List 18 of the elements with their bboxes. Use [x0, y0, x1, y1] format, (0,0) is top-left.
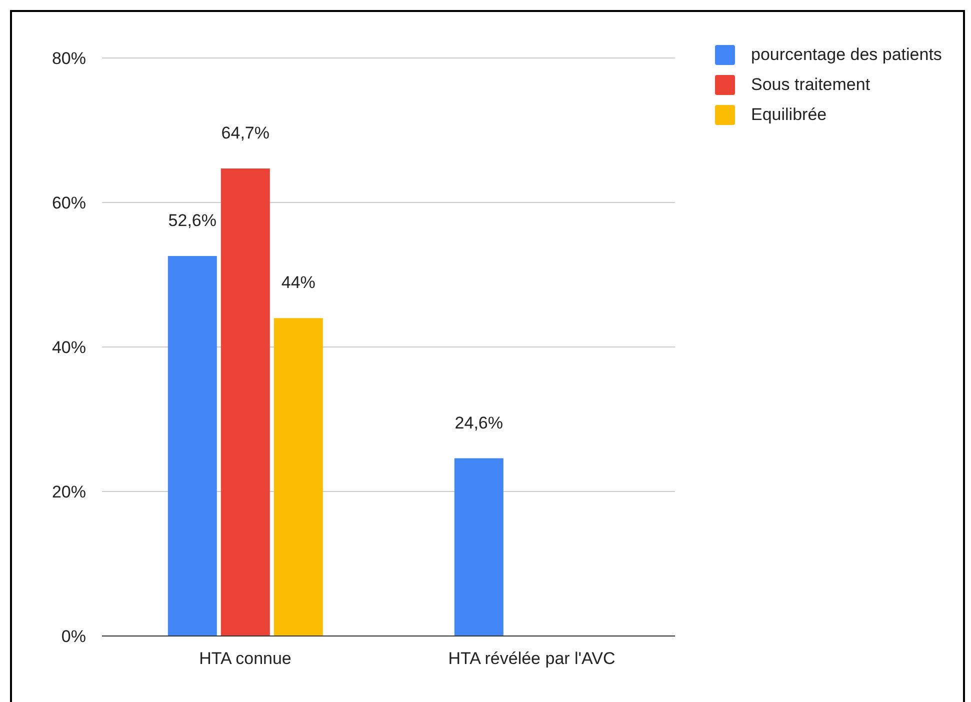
legend-label: pourcentage des patients	[751, 45, 942, 64]
y-tick-label: 40%	[52, 338, 86, 358]
y-tick-label: 20%	[52, 482, 86, 502]
data-label: 24,6%	[454, 413, 503, 432]
y-tick-label: 80%	[52, 49, 86, 68]
data-label: 44%	[281, 273, 316, 292]
bar	[168, 256, 217, 636]
x-tick-label: HTA révélée par l'AVC	[448, 649, 616, 668]
bar	[274, 318, 323, 636]
data-label: 52,6%	[168, 210, 216, 230]
y-tick-label: 60%	[52, 194, 86, 213]
legend-label: Sous traitement	[751, 75, 870, 94]
x-tick-label: HTA connue	[199, 649, 292, 668]
legend-label: Equilibrée	[751, 105, 827, 124]
data-label: 64,7%	[221, 124, 270, 143]
bar	[220, 168, 270, 636]
bar	[454, 458, 504, 636]
y-tick-label: 0%	[61, 627, 86, 646]
